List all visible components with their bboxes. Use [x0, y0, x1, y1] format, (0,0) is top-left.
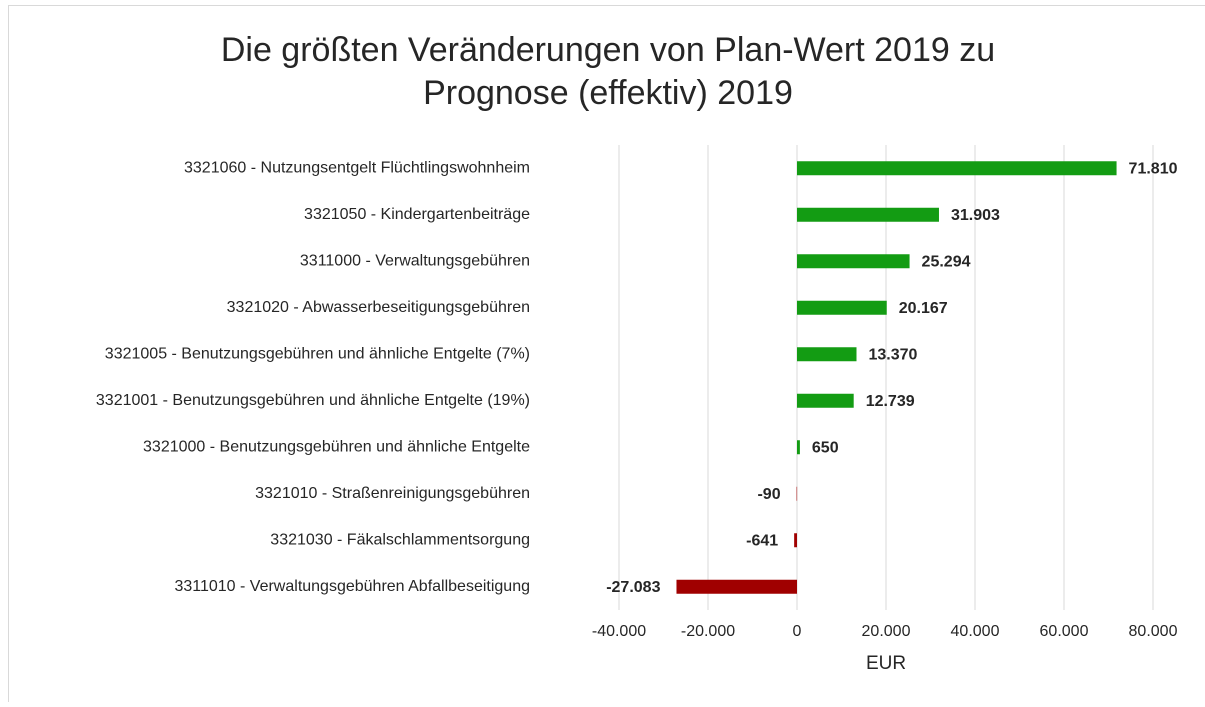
y-tick-label: 3321050 - Kindergartenbeiträge — [304, 206, 530, 223]
bar — [797, 161, 1117, 175]
x-tick-label: -20.000 — [681, 623, 735, 640]
data-label: -641 — [746, 532, 778, 549]
x-tick-label: -40.000 — [592, 623, 646, 640]
bar — [797, 487, 798, 501]
y-tick-label: 3311010 - Verwaltungsgebühren Abfallbese… — [174, 578, 530, 595]
data-label: 20.167 — [899, 300, 948, 317]
y-tick-label: 3321060 - Nutzungsentgelt Flüchtlingswoh… — [184, 159, 530, 176]
y-tick-label: 3321001 - Benutzungsgebühren und ähnlich… — [96, 392, 530, 409]
data-label: 12.739 — [866, 393, 915, 410]
x-tick-label: 40.000 — [951, 623, 1000, 640]
data-label: -27.083 — [606, 579, 660, 596]
x-axis-label: EUR — [866, 653, 906, 674]
bar — [797, 394, 854, 408]
y-tick-label: 3321030 - Fäkalschlammentsorgung — [270, 531, 530, 548]
data-label: 31.903 — [951, 207, 1000, 224]
x-tick-label: 0 — [793, 623, 802, 640]
bar — [797, 208, 939, 222]
bar — [676, 580, 797, 594]
data-label: 71.810 — [1129, 160, 1178, 177]
data-label: -90 — [757, 486, 780, 503]
bar — [797, 254, 910, 268]
data-label: 25.294 — [922, 253, 971, 270]
bar — [797, 347, 856, 361]
bar — [797, 301, 887, 315]
y-tick-label: 3311000 - Verwaltungsgebühren — [300, 252, 530, 269]
y-tick-label: 3321010 - Straßenreinigungsgebühren — [255, 485, 530, 502]
chart-title: Prognose (effektiv) 2019 — [423, 74, 793, 112]
x-tick-label: 80.000 — [1129, 623, 1178, 640]
y-tick-label: 3321000 - Benutzungsgebühren und ähnlich… — [143, 438, 530, 455]
chart-title: Die größten Veränderungen von Plan-Wert … — [221, 31, 995, 69]
x-tick-label: 20.000 — [862, 623, 911, 640]
x-tick-label: 60.000 — [1040, 623, 1089, 640]
data-label: 13.370 — [868, 346, 917, 363]
bar — [794, 533, 797, 547]
y-tick-label: 3321005 - Benutzungsgebühren und ähnlich… — [105, 345, 530, 362]
data-label: 650 — [812, 439, 839, 456]
y-tick-label: 3321020 - Abwasserbeseitigungsgebühren — [227, 299, 530, 316]
bar — [797, 440, 800, 454]
